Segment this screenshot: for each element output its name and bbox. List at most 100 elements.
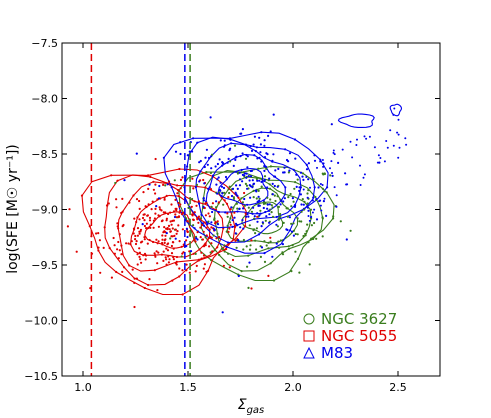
data-point-ngc-5055: [165, 247, 168, 250]
data-point-ngc-5055: [135, 277, 138, 280]
data-point-ngc-5055: [196, 231, 199, 234]
data-point-m83: [345, 238, 348, 241]
data-point-ngc-3627: [254, 232, 257, 235]
data-point-m83: [378, 161, 381, 164]
data-point-m83: [202, 197, 205, 200]
data-point-ngc-5055: [215, 237, 218, 240]
data-point-m83: [224, 211, 227, 214]
data-point-m83: [242, 207, 245, 210]
data-point-m83: [220, 195, 223, 198]
data-point-m83: [193, 227, 196, 230]
data-point-m83: [323, 197, 326, 200]
contour-node: [210, 259, 213, 262]
data-point-m83: [247, 215, 250, 218]
data-point-m83: [207, 156, 211, 160]
data-point-ngc-5055: [144, 258, 147, 261]
data-point-ngc-5055: [234, 225, 237, 228]
data-point-ngc-5055: [229, 208, 232, 211]
data-point-ngc-5055: [176, 192, 179, 195]
data-point-ngc-5055: [146, 242, 149, 245]
contour-node: [211, 174, 215, 177]
data-point-ngc-5055: [113, 244, 116, 247]
data-point-m83: [263, 139, 266, 142]
data-point-m83: [238, 178, 242, 181]
data-point-m83: [239, 132, 242, 135]
data-point-ngc-3627: [290, 205, 293, 208]
data-point-ngc-3627: [301, 198, 304, 201]
data-point-ngc-5055: [112, 236, 115, 240]
data-point-m83: [253, 135, 256, 138]
data-point-ngc-5055: [121, 270, 124, 273]
data-point-m83: [283, 197, 286, 200]
data-point-ngc-5055: [146, 214, 149, 217]
data-point-ngc-5055: [115, 198, 118, 201]
data-point-ngc-5055: [174, 228, 177, 231]
data-point-m83: [351, 156, 354, 159]
contour-node: [181, 293, 184, 296]
data-point-ngc-5055: [157, 240, 160, 243]
data-point-ngc-5055: [118, 249, 121, 252]
contour-node: [240, 270, 243, 273]
data-point-m83: [228, 149, 231, 152]
data-point-ngc-3627: [287, 196, 290, 199]
data-point-ngc-3627: [211, 153, 214, 156]
data-point-ngc-3627: [229, 160, 232, 163]
data-point-m83: [385, 140, 388, 142]
contour-node: [152, 180, 155, 183]
data-point-ngc-3627: [164, 184, 167, 187]
data-point-ngc-5055: [165, 219, 168, 222]
data-point-ngc-5055: [136, 253, 139, 256]
data-point-m83: [202, 199, 205, 202]
data-point-m83: [214, 165, 217, 168]
data-point-m83: [277, 167, 280, 170]
x-axis-title-sub: gas: [247, 405, 265, 416]
data-point-m83: [365, 137, 368, 140]
data-point-m83: [216, 192, 219, 195]
data-point-m83: [274, 169, 277, 172]
data-point-ngc-3627: [312, 178, 315, 181]
data-point-m83: [252, 182, 256, 185]
data-point-ngc-3627: [259, 255, 262, 258]
legend-marker-square-icon: [303, 330, 315, 342]
data-point-ngc-5055: [154, 207, 157, 210]
data-point-m83: [157, 197, 161, 200]
data-point-m83: [188, 150, 191, 153]
data-point-ngc-5055: [120, 211, 123, 215]
contour-node: [237, 196, 240, 199]
data-point-ngc-5055: [167, 255, 170, 258]
data-point-ngc-3627: [207, 220, 210, 223]
data-point-m83: [263, 165, 266, 168]
contour-node: [225, 202, 229, 205]
data-point-ngc-3627: [266, 196, 269, 199]
data-point-ngc-5055: [132, 232, 135, 235]
data-point-ngc-5055: [200, 257, 203, 260]
data-point-ngc-5055: [134, 234, 137, 238]
data-point-m83: [345, 183, 348, 186]
data-point-ngc-3627: [321, 187, 324, 190]
contour-node: [296, 257, 300, 260]
contour-node: [272, 279, 276, 282]
data-point-m83: [241, 173, 244, 176]
data-point-m83: [179, 141, 182, 144]
data-point-m83: [258, 214, 261, 217]
data-point-ngc-5055: [133, 281, 136, 284]
contour-node: [326, 186, 329, 189]
data-point-m83: [236, 187, 239, 190]
contour-node: [88, 225, 91, 228]
data-point-ngc-3627: [309, 208, 313, 211]
data-point-ngc-3627: [209, 251, 212, 254]
data-point-m83: [261, 221, 264, 224]
contour-node: [252, 189, 255, 192]
data-point-ngc-5055: [210, 226, 213, 229]
data-point-m83: [265, 215, 268, 218]
data-point-m83: [225, 178, 228, 181]
data-point-m83: [332, 149, 335, 152]
data-point-m83: [155, 205, 158, 208]
data-point-ngc-3627: [242, 238, 245, 242]
data-point-m83: [254, 189, 257, 192]
data-point-ngc-3627: [271, 206, 274, 209]
data-point-ngc-5055: [138, 230, 141, 233]
data-point-m83: [290, 230, 294, 233]
data-point-ngc-3627: [215, 206, 218, 209]
